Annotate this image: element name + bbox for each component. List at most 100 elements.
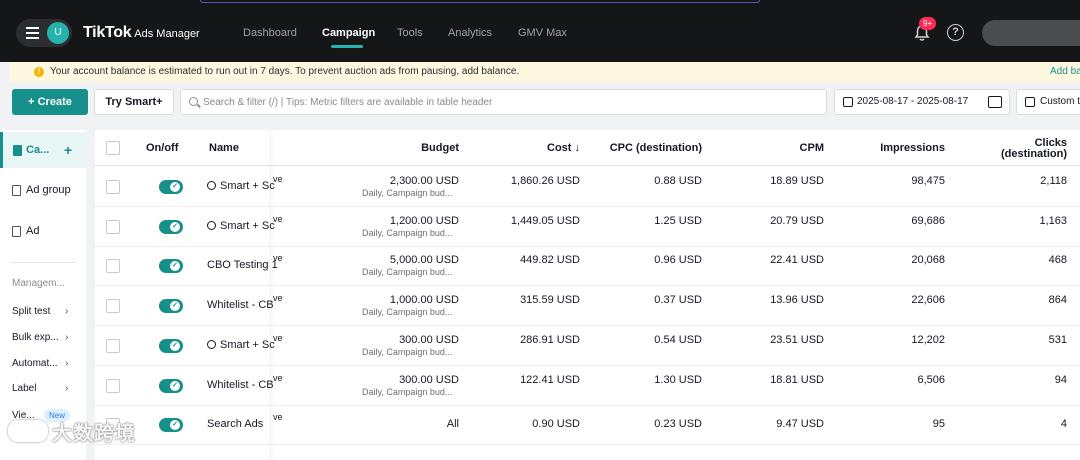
cost-value: 315.59 USD	[520, 294, 580, 306]
management-section-heading: Managem...	[12, 278, 65, 289]
search-input[interactable]	[203, 90, 803, 114]
budget-value: 1,200.00 USD	[389, 215, 459, 227]
cpc-value: 1.25 USD	[654, 215, 702, 227]
top-navigation-bar: U TikTok Ads Manager Dashboard Campaign T…	[0, 0, 1080, 62]
select-all-checkbox[interactable]	[106, 141, 120, 155]
row-checkbox[interactable]	[106, 220, 120, 234]
row-checkbox[interactable]	[106, 418, 120, 432]
sidebar-link-view[interactable]: Vie...	[12, 410, 35, 421]
create-button[interactable]: + Create	[12, 89, 88, 115]
cpc-value: 0.37 USD	[654, 294, 702, 306]
search-filter-bar[interactable]	[180, 89, 827, 115]
cpm-value: 13.96 USD	[770, 294, 824, 306]
account-switcher[interactable]	[982, 20, 1080, 46]
cpm-value: 18.81 USD	[770, 374, 824, 386]
campaign-table: On/off Name Budget Cost ↓ CPC (destinati…	[95, 130, 1080, 460]
table-row[interactable]: ✓ Search Ads ve All 0.90 USD 0.23 USD 9.47 USD…	[95, 405, 1080, 445]
try-smart-plus-button[interactable]: Try Smart+	[94, 89, 174, 115]
left-sidebar: Ca... + Ad group Ad	[0, 130, 86, 460]
help-icon[interactable]: ?	[947, 24, 964, 41]
row-checkbox[interactable]	[106, 180, 120, 194]
cost-value: 449.82 USD	[520, 254, 580, 266]
nav-analytics[interactable]: Analytics	[448, 27, 493, 39]
clicks-value: 94	[1054, 374, 1067, 386]
campaign-name-link[interactable]: Whitelist - CB	[207, 299, 283, 311]
balance-alert-banner: ! Your account balance is estimated to r…	[10, 62, 1080, 82]
campaign-toggle[interactable]: ✓	[159, 339, 183, 353]
cost-value: 1,449.05 USD	[510, 215, 580, 227]
column-header-onoff[interactable]: On/off	[146, 142, 179, 154]
row-checkbox[interactable]	[106, 299, 120, 313]
brand-logo[interactable]: TikTok Ads Manager	[83, 24, 200, 42]
add-balance-link[interactable]: Add ba	[1050, 66, 1080, 77]
table-header: On/off Name Budget Cost ↓ CPC (destinati…	[95, 130, 1080, 166]
menu-button[interactable]: U	[16, 19, 72, 47]
columns-icon	[1025, 97, 1035, 107]
column-header-impressions[interactable]: Impressions	[880, 142, 945, 154]
campaign-name: Smart + Sc	[220, 220, 275, 232]
nav-campaign[interactable]: Campaign	[322, 27, 376, 39]
row-checkbox[interactable]	[106, 339, 120, 353]
column-header-name[interactable]: Name	[209, 142, 239, 154]
sidebar-link-split-test[interactable]: Split test ›	[12, 306, 68, 317]
sidebar-link-automation[interactable]: Automat... ›	[12, 358, 68, 369]
hamburger-icon	[26, 27, 39, 39]
sidebar-link-bulk-export[interactable]: Bulk exp... ›	[12, 332, 68, 343]
chevron-right-icon: ›	[65, 383, 69, 394]
sidebar-item-ad[interactable]: Ad	[0, 213, 86, 249]
campaign-toggle[interactable]: ✓	[159, 299, 183, 313]
table-row[interactable]: ✓ Smart + Sc ve 1,200.00 USD Daily, Campaign…	[95, 207, 1080, 247]
column-header-cpc[interactable]: CPC (destination)	[609, 142, 702, 154]
clicks-value: 4	[1060, 418, 1067, 430]
column-header-budget[interactable]: Budget	[421, 142, 459, 154]
campaign-name-overflow: ve	[273, 253, 283, 263]
name-column-shadow	[269, 130, 275, 460]
campaign-name-link[interactable]: Smart + Sc	[207, 180, 283, 192]
column-header-cost[interactable]: Cost ↓	[547, 142, 580, 154]
campaign-name-link[interactable]: Smart + Sc	[207, 339, 283, 351]
column-header-cpm[interactable]: CPM	[799, 142, 824, 154]
campaign-name-link[interactable]: Smart + Sc	[207, 220, 283, 232]
column-header-clicks[interactable]: Clicks	[1034, 137, 1067, 149]
campaign-toggle[interactable]: ✓	[159, 259, 183, 273]
table-row[interactable]: ✓ CBO Testing 1 ve 5,000.00 USD Daily, Campa…	[95, 246, 1080, 286]
campaign-toggle[interactable]: ✓	[159, 379, 183, 393]
impressions-value: 95	[932, 418, 945, 430]
impressions-value: 22,606	[911, 294, 945, 306]
nav-gmv-max[interactable]: GMV Max	[518, 27, 567, 39]
date-range-picker[interactable]: 2025-08-17 - 2025-08-17	[834, 89, 1010, 115]
budget-type: Daily, Campaign bud...	[362, 228, 453, 238]
campaign-name-link[interactable]: Search Ads	[207, 418, 283, 430]
sidebar-link-label: Split test	[12, 306, 51, 317]
campaign-toggle[interactable]: ✓	[159, 180, 183, 194]
campaign-name-link[interactable]: CBO Testing 1	[207, 259, 283, 271]
nav-dashboard[interactable]: Dashboard	[243, 27, 297, 39]
search-icon	[189, 97, 198, 106]
document-icon	[12, 226, 21, 237]
check-icon: ✓	[170, 341, 180, 351]
avatar[interactable]: U	[47, 22, 69, 44]
sidebar-item-campaign[interactable]: Ca... +	[0, 132, 86, 168]
campaign-toggle[interactable]: ✓	[159, 418, 183, 432]
sidebar-link-label[interactable]: Label ›	[12, 383, 68, 394]
cpc-value: 0.23 USD	[654, 418, 702, 430]
custom-columns-button[interactable]: Custom t	[1016, 89, 1080, 115]
compare-icon[interactable]	[988, 96, 1002, 108]
chevron-right-icon: ›	[65, 306, 69, 317]
check-icon: ✓	[170, 381, 180, 391]
table-row[interactable]: ✓ Whitelist - CB ve 1,000.00 USD Daily, Camp…	[95, 286, 1080, 326]
campaign-name-link[interactable]: Whitelist - CB	[207, 379, 283, 391]
row-checkbox[interactable]	[106, 379, 120, 393]
add-campaign-icon[interactable]: +	[64, 142, 73, 158]
sidebar-item-ad-group[interactable]: Ad group	[0, 172, 86, 208]
table-row[interactable]: ✓ Smart + Sc ve 300.00 USD Daily, Campaign b…	[95, 326, 1080, 366]
budget-value: 2,300.00 USD	[389, 175, 459, 187]
cpc-value: 1.30 USD	[654, 374, 702, 386]
table-row[interactable]: ✓ Smart + Sc ve 2,300.00 USD Daily, Campaign…	[95, 167, 1080, 207]
column-header-clicks-sub[interactable]: (destination)	[1001, 148, 1067, 160]
table-row[interactable]: ✓ Whitelist - CB ve 300.00 USD Daily, Campai…	[95, 366, 1080, 406]
watermark-text: 大数跨境	[52, 423, 136, 445]
nav-tools[interactable]: Tools	[397, 27, 423, 39]
campaign-toggle[interactable]: ✓	[159, 220, 183, 234]
row-checkbox[interactable]	[106, 259, 120, 273]
